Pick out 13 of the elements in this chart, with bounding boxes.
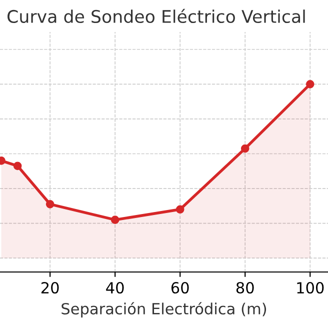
x-tick-label: 40	[106, 282, 124, 294]
x-tick-label: 20	[41, 282, 59, 294]
point	[46, 200, 54, 208]
point	[240, 144, 250, 153]
point	[13, 162, 22, 170]
x-tick-label: 80	[236, 282, 254, 294]
x-tick-label: 60	[171, 282, 189, 294]
point	[110, 216, 120, 224]
x-tick-label: 100	[297, 282, 324, 294]
point	[306, 80, 314, 88]
point	[176, 205, 184, 214]
chart-title: Curva de Sondeo Eléctrico Vertical	[8, 8, 305, 24]
x-axis-title: Separación Electródica (m)	[62, 302, 266, 318]
